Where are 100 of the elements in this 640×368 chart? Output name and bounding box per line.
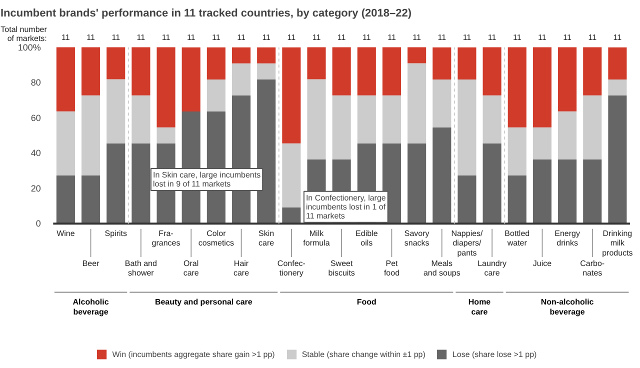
- y-tick-label: 0: [36, 218, 41, 229]
- text: 11: [112, 32, 121, 42]
- bar: [156, 127, 176, 144]
- text: 11: [212, 32, 221, 42]
- bar: [583, 95, 602, 160]
- x-tick-label: Color cosmetics: [198, 228, 234, 248]
- bar: [232, 63, 251, 96]
- text: 11: [186, 32, 196, 42]
- x-tick-label: Hair care: [233, 258, 250, 278]
- chart-title: Incumbent brands' performance in 11 tracked countries, by category (2018–22): [0, 8, 412, 20]
- bar: [532, 47, 552, 128]
- bar: [106, 47, 126, 80]
- bar: [608, 79, 627, 96]
- bar: [558, 111, 577, 160]
- x-tick-label: Energy drinks: [554, 228, 580, 248]
- bar: [132, 47, 150, 96]
- bar: [206, 47, 226, 80]
- y-tick-label: 20: [30, 183, 41, 194]
- x-tick-label: Oral care: [183, 258, 200, 278]
- text: Non-alcoholic beverage: [540, 298, 594, 316]
- bar: [206, 79, 226, 112]
- y-tick-label: 80: [30, 78, 41, 88]
- x-tick-label: Drinking milk products: [602, 228, 633, 258]
- text: Beauty and personal care: [154, 298, 253, 307]
- bar: [357, 95, 376, 144]
- text: 11: [337, 32, 346, 42]
- text: 11: [262, 32, 272, 42]
- text: 11: [488, 32, 497, 42]
- bar: [608, 47, 627, 80]
- text: 11: [512, 32, 522, 42]
- text: 11: [613, 32, 622, 42]
- text: Total number of markets:: [0, 25, 48, 44]
- bar: [532, 127, 552, 160]
- bar: [56, 111, 75, 176]
- bar: [583, 47, 602, 96]
- text: 11: [136, 32, 146, 42]
- legend-label: Win (incumbents aggregate share gain >1 pp): [112, 350, 275, 358]
- x-tick-label: Skin care: [258, 228, 275, 248]
- x-tick-label: Fra- grances: [152, 228, 180, 248]
- bar: [232, 47, 251, 64]
- bar: [382, 95, 402, 144]
- text: Home care: [468, 298, 492, 316]
- text: 11: [312, 32, 322, 42]
- bar: [532, 159, 552, 224]
- x-tick-label: Beer: [82, 258, 100, 268]
- text: 11: [287, 32, 296, 42]
- bar: [282, 208, 301, 224]
- bar: [82, 175, 100, 224]
- annotation: In Confectionery, large incumbents lost in 1 of 11 markets: [306, 193, 386, 220]
- bar: [156, 47, 176, 128]
- bar: [82, 47, 100, 96]
- bar: [332, 47, 351, 96]
- bar: [257, 47, 276, 64]
- text: 11: [438, 32, 447, 42]
- bar: [432, 79, 452, 128]
- text: 11: [538, 32, 547, 42]
- bar: [106, 79, 126, 144]
- text: 11: [162, 32, 171, 42]
- bar: [282, 143, 301, 208]
- bar: [482, 47, 502, 96]
- x-tick-label: Carbo- nates: [580, 258, 605, 278]
- text: 11: [588, 32, 598, 42]
- y-tick-label: 100%: [18, 42, 41, 52]
- bar: [608, 95, 627, 224]
- x-tick-label: Pet food: [384, 258, 400, 278]
- x-tick-label: Confec- tionery: [277, 258, 306, 278]
- x-tick-label: Sweet biscuits: [328, 258, 355, 278]
- bar: [458, 175, 476, 224]
- x-tick-label: Spirits: [104, 228, 127, 238]
- bar: [56, 175, 75, 224]
- bar: [307, 79, 326, 160]
- text: 11: [362, 32, 372, 42]
- bar: [332, 95, 351, 160]
- bar: [408, 143, 426, 224]
- x-tick-label: Laundry care: [478, 258, 507, 278]
- x-tick-label: Nappies/ diapers/ pants: [451, 228, 484, 258]
- bar: [482, 143, 502, 224]
- x-tick-label: Edible oils: [356, 228, 378, 248]
- bar: [282, 47, 301, 144]
- bar: [408, 63, 426, 144]
- x-tick-label: Meals and soups: [423, 258, 460, 278]
- bar: [257, 63, 276, 80]
- x-tick-label: Juice: [532, 258, 552, 268]
- x-tick-label: Bottled water: [504, 228, 530, 248]
- annotation: In Skin care, large incumbents lost in 9 of 11 markets: [152, 170, 261, 189]
- bar: [558, 159, 577, 224]
- bar: [132, 95, 150, 144]
- text: 11: [462, 32, 472, 42]
- bar: [432, 128, 452, 224]
- text: 11: [86, 32, 96, 42]
- text: Food: [356, 298, 377, 307]
- bar: [508, 127, 526, 176]
- bar: [508, 175, 526, 224]
- bar: [408, 47, 426, 64]
- bar: [482, 95, 502, 144]
- bar: [583, 159, 602, 224]
- bar: [382, 47, 402, 96]
- x-tick-label: Milk formula: [303, 228, 330, 248]
- y-tick-label: 60: [30, 112, 41, 123]
- x-tick-label: Bath and shower: [124, 258, 157, 278]
